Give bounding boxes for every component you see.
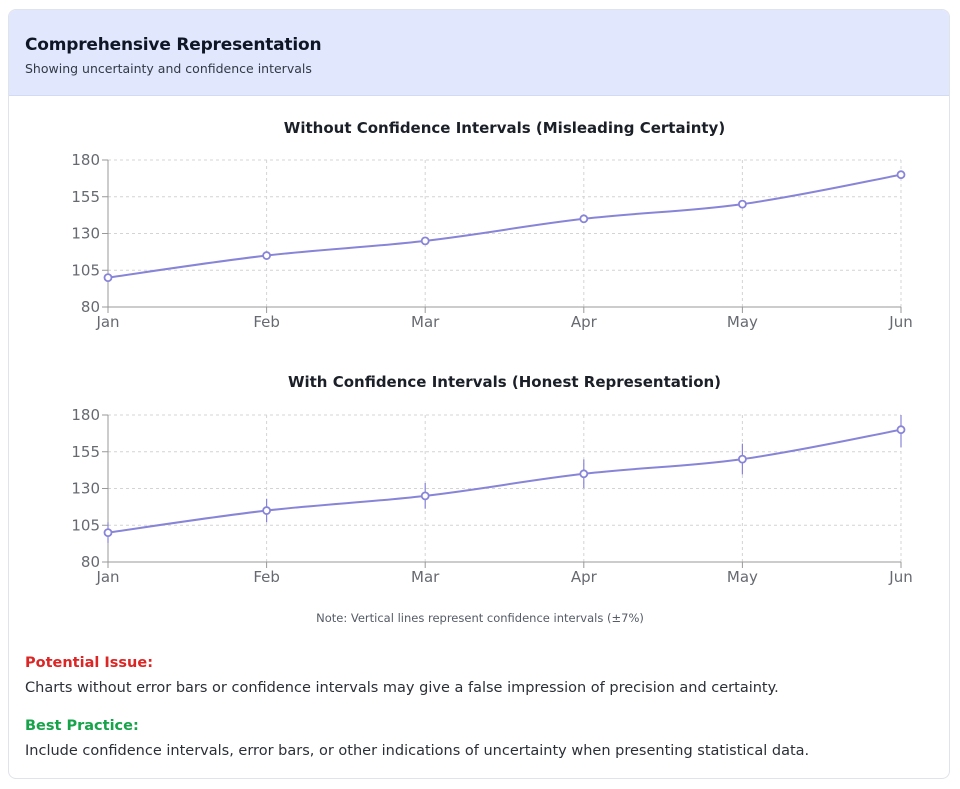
data-point-feb bbox=[262, 251, 272, 260]
card-title: Comprehensive Representation bbox=[25, 35, 322, 55]
chart-title: Without Confidence Intervals (Misleading… bbox=[284, 119, 725, 137]
x-tick-label: Apr bbox=[571, 568, 598, 586]
data-point-feb bbox=[262, 506, 272, 515]
x-tick-label: Feb bbox=[253, 313, 280, 331]
series-line bbox=[107, 173, 902, 279]
data-point-jun bbox=[896, 170, 906, 180]
x-tick-label: May bbox=[727, 568, 758, 586]
x-tick-label: Feb bbox=[253, 568, 280, 586]
x-tick-label: Jun bbox=[888, 568, 912, 586]
chart-title: With Confidence Intervals (Honest Repres… bbox=[288, 373, 721, 391]
x-tick-label: Mar bbox=[411, 313, 440, 331]
chart-with-ci: With Confidence Intervals (Honest Repres… bbox=[71, 373, 912, 586]
data-point-mar bbox=[420, 236, 430, 246]
y-tick-label: 130 bbox=[71, 225, 100, 243]
y-tick-label: 80 bbox=[81, 553, 100, 571]
data-point-jan bbox=[103, 528, 113, 537]
y-tick-label: 130 bbox=[71, 480, 100, 498]
potential-issue-title: Potential Issue: bbox=[25, 655, 153, 671]
y-tick-label: 180 bbox=[71, 151, 100, 169]
data-point-may bbox=[738, 454, 747, 464]
x-tick-label: Jan bbox=[95, 313, 119, 331]
card-header: Comprehensive Representation Showing unc… bbox=[9, 10, 949, 96]
x-tick-label: Apr bbox=[571, 313, 598, 331]
chart-note: Note: Vertical lines represent confidenc… bbox=[316, 611, 644, 625]
data-point-apr bbox=[579, 214, 589, 224]
series-line bbox=[107, 428, 902, 534]
y-tick-label: 180 bbox=[71, 406, 100, 424]
best-practice-text: Include confidence intervals, error bars… bbox=[25, 743, 810, 759]
data-point-jun bbox=[896, 425, 906, 435]
data-point-mar bbox=[420, 491, 430, 501]
x-tick-label: Mar bbox=[411, 568, 440, 586]
chart-without-ci: Without Confidence Intervals (Misleading… bbox=[71, 119, 912, 331]
best-practice-title: Best Practice: bbox=[25, 718, 139, 734]
data-point-may bbox=[738, 199, 747, 209]
card-subtitle: Showing uncertainty and confidence inter… bbox=[25, 61, 312, 76]
y-tick-label: 105 bbox=[71, 516, 100, 534]
y-tick-label: 155 bbox=[71, 443, 100, 461]
y-tick-label: 155 bbox=[71, 188, 100, 206]
y-tick-label: 105 bbox=[71, 261, 100, 279]
chart-card: Comprehensive Representation Showing unc… bbox=[8, 9, 950, 779]
potential-issue-text: Charts without error bars or confidence … bbox=[25, 680, 779, 696]
grid bbox=[107, 414, 902, 563]
x-tick-label: Jun bbox=[888, 313, 912, 331]
data-point-jan bbox=[103, 273, 113, 283]
x-tick-label: Jan bbox=[95, 568, 119, 586]
y-tick-label: 80 bbox=[81, 298, 100, 316]
data-point-apr bbox=[579, 469, 589, 479]
x-tick-label: May bbox=[727, 313, 758, 331]
